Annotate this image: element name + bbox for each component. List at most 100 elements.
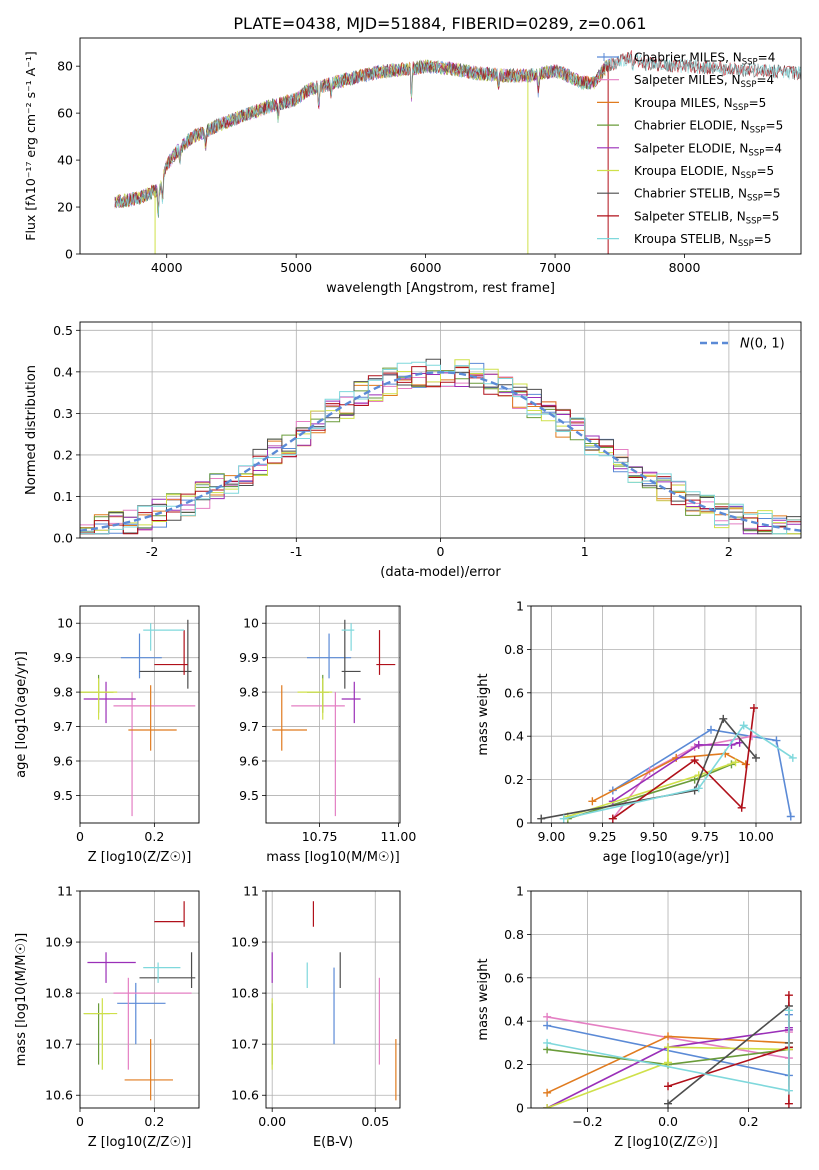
weight-point-marker <box>784 1086 793 1095</box>
mass-vs-Z-panel: 0 0.2 10.6 10.7 10.8 10.9 11 Z [log10(Z/Z☉)] mas… <box>14 884 200 1150</box>
legend-nssp-value: =5 <box>762 209 780 223</box>
mass-vs-ebv-plot-area <box>271 901 397 1101</box>
x-tick-label: 0 <box>76 1114 84 1129</box>
y-tick-label: 0.0 <box>53 531 73 546</box>
errorbar-point <box>80 674 114 713</box>
weight-series-line <box>612 735 753 820</box>
weight-point-marker <box>664 1058 673 1067</box>
x-tick-label: 0.2 <box>144 829 164 844</box>
y-tick-label: 20 <box>57 200 73 215</box>
y-tick-label: 0.5 <box>53 323 73 338</box>
axes-frame <box>79 605 200 824</box>
y-axis-label: Flux [fλ10⁻¹⁷ erg cm⁻² s⁻¹ A⁻¹] <box>23 51 38 240</box>
weight-point-marker <box>664 1043 673 1052</box>
legend-label: Chabrier STELIB, NSSP=5 <box>634 187 781 204</box>
y-tick-label: 0 <box>516 816 524 831</box>
residuals-panel: -2 -1 0 1 2 0.0 0.1 0.2 0.3 0.4 0.5 (data-model)/er… <box>24 321 802 580</box>
x-axis-label: E(B-V) <box>313 1135 353 1150</box>
weight-series-line <box>563 724 794 820</box>
y-tick-label: 0.8 <box>504 642 524 657</box>
y-tick-label: 9.8 <box>239 685 259 700</box>
y-tick-label: 1 <box>516 599 524 614</box>
y-tick-label: 40 <box>57 153 73 168</box>
errorbar-point <box>272 685 307 751</box>
weight-series-line <box>541 717 757 820</box>
mass-vs-Z-plot-area <box>83 901 196 1101</box>
y-tick-label: 0.4 <box>504 1014 524 1029</box>
weight-point-marker <box>664 1082 673 1091</box>
legend-subscript: SSP <box>747 194 763 204</box>
y-axis-label: age [log10(age/yr)] <box>14 651 29 778</box>
legend-subscript: SSP <box>738 239 754 249</box>
x-tick-label: 10.00 <box>738 829 774 844</box>
weight-point-marker <box>719 714 728 723</box>
y-tick-label: 10.7 <box>231 1037 259 1052</box>
y-tick-label: 10.9 <box>231 935 259 950</box>
y-tick-label: 9.6 <box>239 754 259 769</box>
errorbar-point <box>291 692 345 817</box>
x-tick-label: 9.25 <box>589 829 617 844</box>
weight-point-marker <box>664 1032 673 1041</box>
weight-point-marker <box>537 814 546 823</box>
y-tick-label: 10.7 <box>45 1037 73 1052</box>
errorbar-point <box>113 692 196 817</box>
axes-frame <box>265 890 401 1109</box>
y-tick-label: 80 <box>57 59 73 74</box>
x-axis-label: Z [log10(Z/Z☉)] <box>88 1135 192 1150</box>
legend-label: Salpeter MILES, NSSP=4 <box>634 73 774 90</box>
y-axis-label: mass [log10(M/M☉)] <box>14 933 29 1066</box>
weight-point-marker <box>690 756 699 765</box>
x-tick-label: -1 <box>290 544 302 559</box>
x-axis-label: age [log10(age/yr)] <box>603 850 730 865</box>
errorbar-point <box>83 681 136 724</box>
weight-point-marker <box>731 758 740 767</box>
x-axis-label: mass [log10(M/M☉)] <box>266 850 399 865</box>
legend-marker <box>600 53 608 61</box>
y-axis-label: Normed distribution <box>24 365 39 495</box>
weight-series-line <box>612 741 740 802</box>
weight-point-marker <box>664 1099 673 1108</box>
y-tick-label: 0.2 <box>504 1057 524 1072</box>
weight-point-marker <box>772 736 781 745</box>
weight-vs-age-panel: 9.00 9.25 9.50 9.75 10.00 0 0.2 0.4 0.6 0.8 1 age [… <box>476 599 802 865</box>
legend-nssp-value: =4 <box>756 73 774 87</box>
weight-point-marker <box>784 1006 793 1015</box>
errorbar-point <box>154 901 185 927</box>
x-tick-label: 11.00 <box>381 829 417 844</box>
y-tick-label: 9.7 <box>239 719 259 734</box>
y-axis-label: mass weight <box>476 673 491 755</box>
weight-point-marker <box>543 1021 552 1030</box>
x-tick-label: 1 <box>581 544 589 559</box>
x-tick-label: 0.0 <box>658 1114 678 1129</box>
spectrum-panel: 4000 5000 6000 7000 8000 0 20 40 60 80 wavelength … <box>23 37 802 296</box>
errorbar-point <box>376 630 396 675</box>
y-tick-label: 10.6 <box>231 1088 259 1103</box>
legend-nssp-value: =5 <box>766 119 784 133</box>
weight-point-marker <box>707 725 715 734</box>
y-tick-label: 10 <box>243 616 259 631</box>
x-tick-label: 0 <box>76 829 84 844</box>
x-axis-label: (data-model)/error <box>380 565 501 580</box>
errorbar-point <box>143 962 181 983</box>
axes-frame <box>530 605 802 824</box>
legend-symbol: N <box>740 337 750 352</box>
axes-frame <box>79 890 200 1109</box>
y-tick-label: 9.9 <box>53 650 73 665</box>
age-vs-Z-panel: 0 0.2 9.5 9.6 9.7 9.8 9.9 10 Z [log10(Z/Z☉)] age … <box>14 605 200 865</box>
y-tick-label: 0.1 <box>53 489 73 504</box>
legend-nssp-value: =5 <box>763 187 781 201</box>
legend-label: N(0, 1) <box>740 337 785 352</box>
x-tick-label: 5000 <box>280 260 312 275</box>
y-tick-label: 0.8 <box>504 927 524 942</box>
axes-frame <box>79 321 802 539</box>
weight-point-marker <box>694 784 703 793</box>
histogram-steps <box>80 359 801 535</box>
legend-label: Salpeter STELIB, NSSP=5 <box>634 209 779 226</box>
y-tick-label: 11 <box>57 884 73 899</box>
mass-vs-ebv-panel: 0.00 0.05 10.6 10.7 10.8 10.9 11 E(B-V) <box>231 884 401 1150</box>
x-tick-label: 0.2 <box>739 1114 759 1129</box>
y-tick-label: 9.5 <box>239 788 259 803</box>
weight-point-marker <box>694 740 703 749</box>
axes-frame <box>265 605 401 824</box>
x-tick-label: 7000 <box>539 260 571 275</box>
